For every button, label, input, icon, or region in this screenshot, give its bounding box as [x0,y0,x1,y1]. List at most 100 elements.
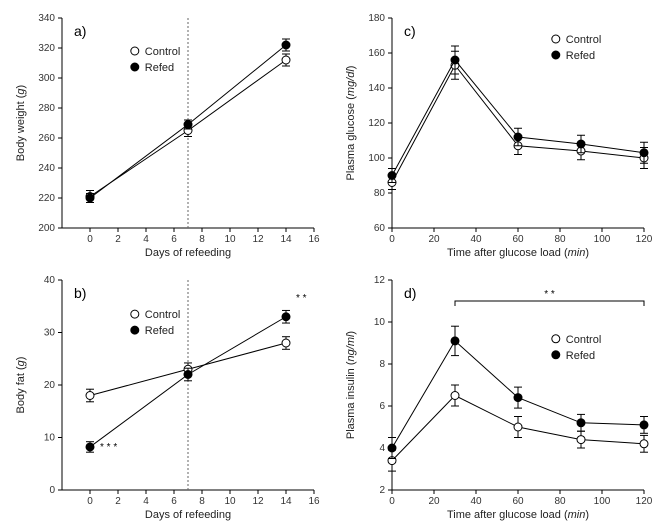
legend-label-refed: Refed [566,50,595,62]
marker-refed [282,41,290,49]
x-tick-label: 60 [512,234,524,245]
y-tick-label: 220 [38,193,55,204]
legend-marker-control [131,47,139,55]
x-tick-label: 14 [280,234,292,245]
panel-letter: b) [74,285,86,301]
x-tick-label: 16 [308,496,320,507]
x-tick-label: 2 [115,496,121,507]
legend-marker-control [552,335,560,343]
panel-a: 0246810121416200220240260280300320340Day… [15,13,320,259]
marker-refed [184,121,192,129]
marker-refed [577,140,585,148]
x-tick-label: 40 [470,234,482,245]
legend-label-control: Control [145,309,180,321]
legend-label-refed: Refed [566,350,595,362]
y-axis-label: Body fat (g) [15,357,27,414]
y-tick-label: 8 [379,359,385,370]
marker-refed [640,149,648,157]
marker-refed [451,56,459,64]
x-tick-label: 20 [428,496,440,507]
y-tick-label: 60 [374,223,386,234]
marker-control [86,392,94,400]
x-tick-label: 80 [554,234,566,245]
x-tick-label: 0 [389,496,395,507]
marker-refed [86,194,94,202]
x-tick-label: 16 [308,234,320,245]
y-axis-label: Plasma insulin (ng/ml) [345,331,357,439]
marker-refed [184,371,192,379]
y-tick-label: 12 [374,275,386,286]
x-tick-label: 8 [199,234,205,245]
x-tick-label: 60 [512,496,524,507]
significance-bracket [455,301,644,306]
marker-control [282,339,290,347]
y-axis-label: Plasma glucose (mg/dl) [345,66,357,181]
y-axis-label: Body weight (g) [15,85,27,161]
x-tick-label: 40 [470,496,482,507]
x-tick-label: 0 [87,234,93,245]
legend-label-refed: Refed [145,62,174,74]
legend-marker-refed [552,51,560,59]
x-tick-label: 6 [171,496,177,507]
marker-refed [388,444,396,452]
x-axis-label: Time after glucose load (min) [447,509,589,521]
y-tick-label: 160 [368,48,385,59]
y-tick-label: 280 [38,103,55,114]
x-tick-label: 12 [252,496,264,507]
y-tick-label: 200 [38,223,55,234]
y-tick-label: 340 [38,13,55,24]
legend-marker-control [131,310,139,318]
y-tick-label: 260 [38,133,55,144]
x-tick-label: 4 [143,496,149,507]
significance-bracket-label: * * [544,289,555,300]
y-tick-label: 6 [379,401,385,412]
panel-b: 0246810121416010203040Days of refeedingB… [15,275,320,521]
x-axis-label: Days of refeeding [145,509,231,521]
x-tick-label: 100 [594,496,611,507]
x-tick-label: 14 [280,496,292,507]
x-tick-label: 4 [143,234,149,245]
legend-marker-control [552,35,560,43]
panel-letter: a) [74,23,86,39]
y-tick-label: 180 [368,13,385,24]
y-tick-label: 300 [38,73,55,84]
y-tick-label: 80 [374,188,386,199]
marker-refed [451,337,459,345]
legend-label-control: Control [145,46,180,58]
marker-refed [282,313,290,321]
panel-letter: d) [404,285,416,301]
y-tick-label: 120 [368,118,385,129]
y-tick-label: 100 [368,153,385,164]
marker-refed [388,172,396,180]
marker-refed [514,394,522,402]
x-tick-label: 12 [252,234,264,245]
x-tick-label: 10 [224,234,236,245]
x-tick-label: 6 [171,234,177,245]
marker-control [514,423,522,431]
y-tick-label: 30 [44,328,56,339]
y-tick-label: 10 [44,433,56,444]
significance-marker: * * [296,293,307,304]
marker-refed [640,421,648,429]
panel-d: 02040608010012024681012Time after glucos… [345,275,653,521]
x-tick-label: 8 [199,496,205,507]
x-tick-label: 20 [428,234,440,245]
significance-marker: * * * [100,442,117,453]
y-tick-label: 0 [49,485,55,496]
marker-control [451,392,459,400]
marker-refed [86,443,94,451]
x-tick-label: 10 [224,496,236,507]
legend-label-control: Control [566,334,601,346]
y-tick-label: 4 [379,443,385,454]
marker-refed [514,133,522,141]
legend-label-refed: Refed [145,325,174,337]
legend-marker-refed [552,351,560,359]
x-tick-label: 2 [115,234,121,245]
marker-control [577,436,585,444]
series-line-control [392,65,644,182]
series-line-refed [392,60,644,176]
legend-marker-refed [131,63,139,71]
marker-refed [577,419,585,427]
x-tick-label: 80 [554,496,566,507]
x-tick-label: 100 [594,234,611,245]
